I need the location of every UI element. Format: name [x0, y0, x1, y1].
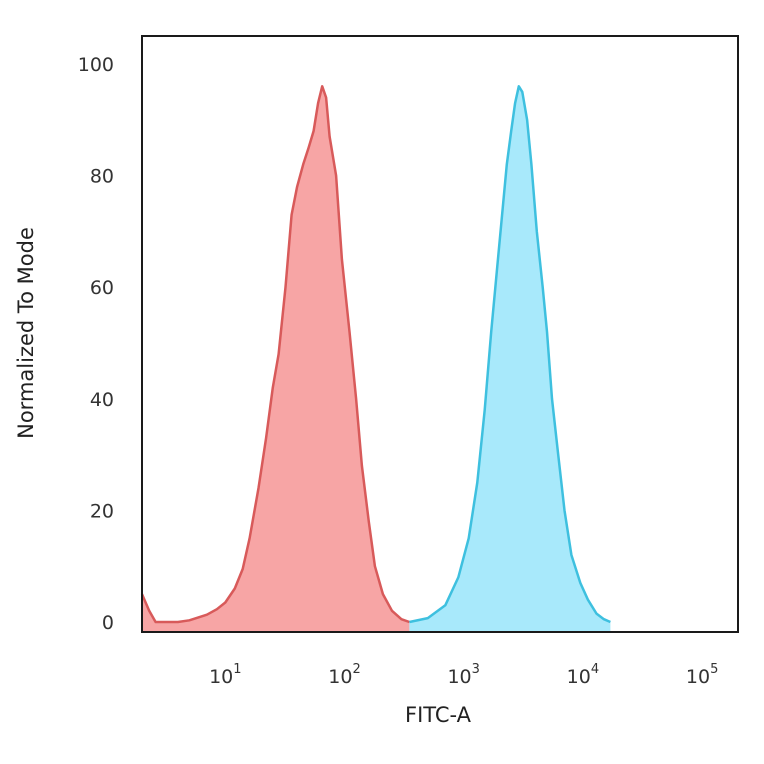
y-tick-label: 80 — [90, 166, 114, 188]
x-tick-exponent: 1 — [233, 662, 241, 677]
series-1-line — [140, 85, 410, 624]
x-tick-label: 103 — [447, 662, 479, 688]
x-tick-base: 10 — [447, 666, 471, 688]
x-tick-base: 10 — [567, 666, 591, 688]
x-tick-exponent: 5 — [710, 662, 718, 677]
y-tick-label: 0 — [102, 612, 114, 634]
y-tick-label: 40 — [90, 389, 114, 411]
x-tick-base: 10 — [686, 666, 710, 688]
x-tick-base: 10 — [328, 666, 352, 688]
y-tick-label: 60 — [90, 277, 114, 299]
series-2-area — [409, 86, 611, 633]
series-2-line — [409, 85, 611, 624]
x-tick-label: 101 — [209, 662, 241, 688]
x-tick-exponent: 2 — [352, 662, 360, 677]
x-tick-label: 104 — [567, 662, 599, 688]
series-layer — [140, 85, 611, 633]
plot-frame — [141, 35, 739, 633]
y-tick-label: 100 — [78, 54, 114, 76]
y-tick-label: 20 — [90, 500, 114, 522]
x-tick-exponent: 4 — [591, 662, 599, 677]
x-tick-label: 102 — [328, 662, 360, 688]
series-1-area — [142, 86, 410, 633]
y-axis-title: Normalized To Mode — [14, 227, 38, 439]
x-axis-title: FITC-A — [405, 703, 472, 727]
x-tick-label: 105 — [686, 662, 718, 688]
x-tick-base: 10 — [209, 666, 233, 688]
x-tick-exponent: 3 — [472, 662, 480, 677]
